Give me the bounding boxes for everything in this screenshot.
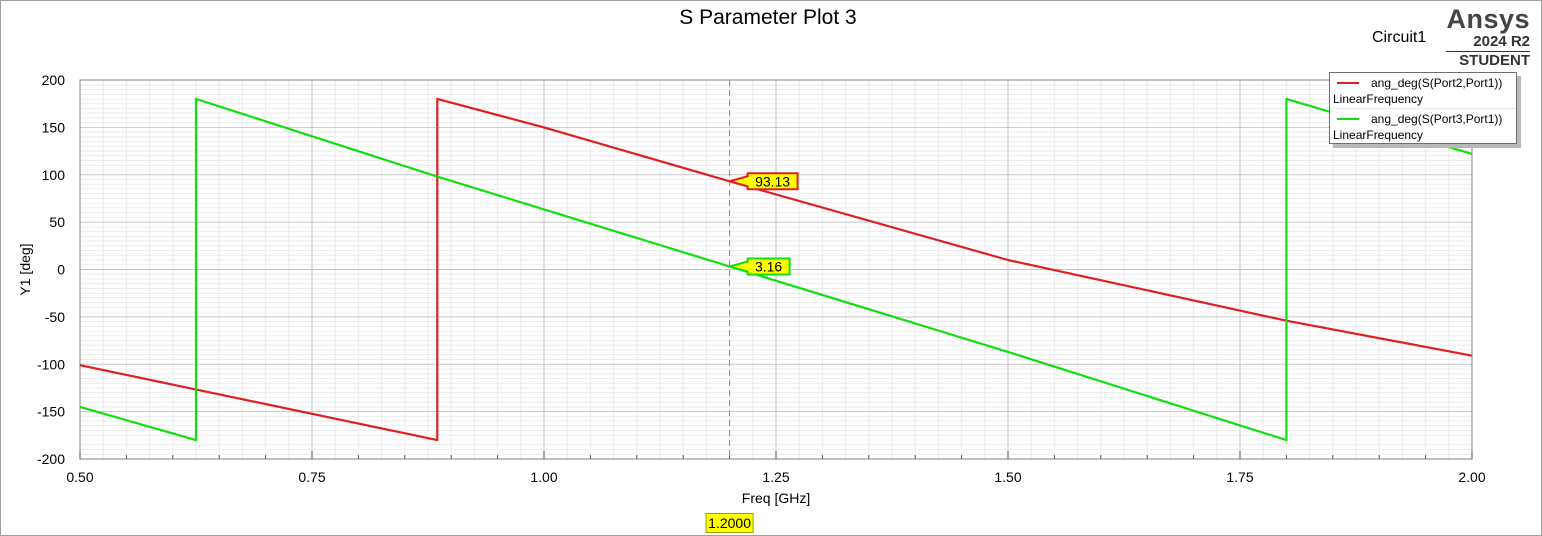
y-tick-label: -150 [37, 404, 65, 420]
marker-x-readout[interactable]: 1.2000 [705, 513, 755, 533]
series-line-0[interactable] [79, 97, 1473, 442]
chart-title: S Parameter Plot 3 [679, 6, 857, 29]
legend[interactable]: ang_deg(S(Port2,Port1)) LinearFrequency … [1329, 72, 1517, 144]
y-tick-label: 50 [49, 214, 65, 230]
marker-value-label-0[interactable]: 93.13 [725, 172, 799, 191]
legend-swatch-s31 [1337, 118, 1359, 120]
brand-version: 2024 R2 [1446, 34, 1530, 52]
marker-value-text: 3.16 [755, 259, 782, 275]
brand-edition: STUDENT [1459, 52, 1530, 69]
legend-swatch-s21 [1337, 82, 1359, 84]
x-tick-label: 2.00 [1458, 469, 1485, 485]
x-tick-label: 0.50 [66, 469, 93, 485]
marker-flag [725, 172, 799, 191]
x-axis-label: Freq [GHz] [742, 490, 810, 506]
legend-name-s21: ang_deg(S(Port2,Port1)) [1371, 76, 1503, 90]
circuit-name: Circuit1 [1372, 29, 1427, 46]
brand-name: Ansys [1446, 4, 1530, 34]
x-tick-label: 0.75 [298, 469, 325, 485]
marker-labels: 93.13 3.16 [725, 172, 799, 276]
x-tick-label: 1.50 [994, 469, 1021, 485]
x-tick-label: 1.00 [530, 469, 557, 485]
legend-entry-s31[interactable]: ang_deg(S(Port3,Port1)) LinearFrequency [1330, 108, 1516, 144]
y-tick-label: -100 [37, 356, 65, 372]
marker-value-text: 93.13 [755, 173, 790, 189]
y-tick-label: 100 [42, 167, 66, 183]
y-tick-label: 150 [42, 119, 66, 135]
legend-name-s31: ang_deg(S(Port3,Port1)) [1371, 112, 1503, 126]
marker-flag [725, 257, 791, 276]
y-tick-label: 0 [57, 262, 65, 278]
y-tick-label: -50 [45, 309, 65, 325]
y-tick-label: 200 [42, 72, 66, 88]
x-tick-label: 1.75 [1226, 469, 1253, 485]
x-tick-label: 1.25 [762, 469, 789, 485]
marker-value-label-1[interactable]: 3.16 [725, 257, 791, 276]
y-axis-label: Y1 [deg] [17, 243, 33, 295]
legend-entry-s21[interactable]: ang_deg(S(Port2,Port1)) LinearFrequency [1330, 73, 1516, 108]
legend-sub-s31: LinearFrequency [1333, 128, 1424, 142]
y-axis: 200 150 100 50 0 -50 -100 -150 -200 [37, 72, 65, 467]
x-axis: 0.50 0.75 1.00 1.25 1.50 1.75 2.00 [66, 451, 1486, 485]
y-tick-label: -200 [37, 451, 65, 467]
ansys-logo: Ansys 2024 R2 STUDENT [1440, 4, 1530, 70]
legend-sub-s21: LinearFrequency [1333, 92, 1424, 106]
